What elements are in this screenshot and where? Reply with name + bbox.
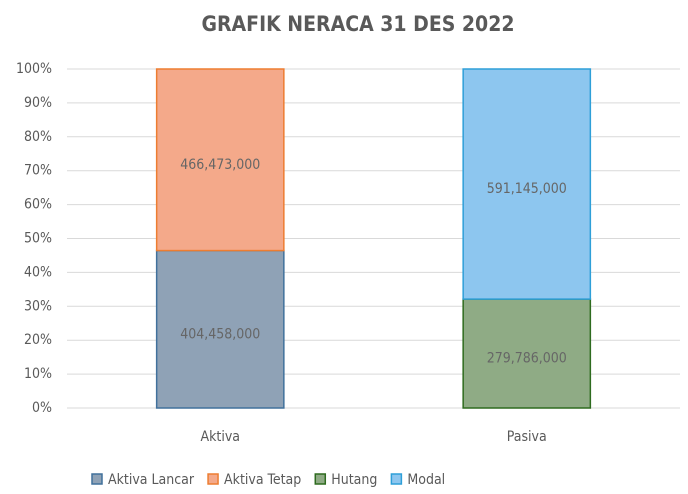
chart-title: GRAFIK NERACA 31 DES 2022 <box>201 12 514 36</box>
legend-swatch <box>91 473 103 485</box>
y-tick-label: 80% <box>24 129 52 145</box>
bar-segment <box>155 68 285 252</box>
data-label: 591,145,000 <box>487 181 567 197</box>
y-tick-label: 50% <box>24 231 52 247</box>
x-tick-label: Aktiva <box>200 429 240 445</box>
data-label: 404,458,000 <box>180 326 260 342</box>
y-tick-label: 20% <box>24 332 52 348</box>
bar-segment <box>462 68 592 300</box>
y-tick-label: 90% <box>24 95 52 111</box>
y-tick-label: 60% <box>24 197 52 213</box>
bar-segment <box>462 298 592 409</box>
legend-label: Aktiva Tetap <box>224 472 301 488</box>
legend-swatch <box>390 473 403 485</box>
legend-swatch <box>207 473 219 485</box>
y-tick-label: 100% <box>16 61 52 77</box>
y-tick-label: 40% <box>24 264 52 280</box>
y-tick-label: 30% <box>24 298 52 314</box>
legend-swatch <box>314 473 327 485</box>
x-tick-label: Pasiva <box>507 429 547 445</box>
legend-label: Hutang <box>331 472 377 488</box>
y-tick-label: 70% <box>24 163 52 179</box>
y-tick-label: 0% <box>32 400 52 416</box>
bar-segment <box>155 249 285 409</box>
legend-label: Aktiva Lancar <box>108 472 195 488</box>
legend-label: Modal <box>407 472 445 488</box>
y-tick-label: 10% <box>24 366 52 382</box>
data-label: 279,786,000 <box>487 351 567 367</box>
data-label: 466,473,000 <box>180 157 260 173</box>
